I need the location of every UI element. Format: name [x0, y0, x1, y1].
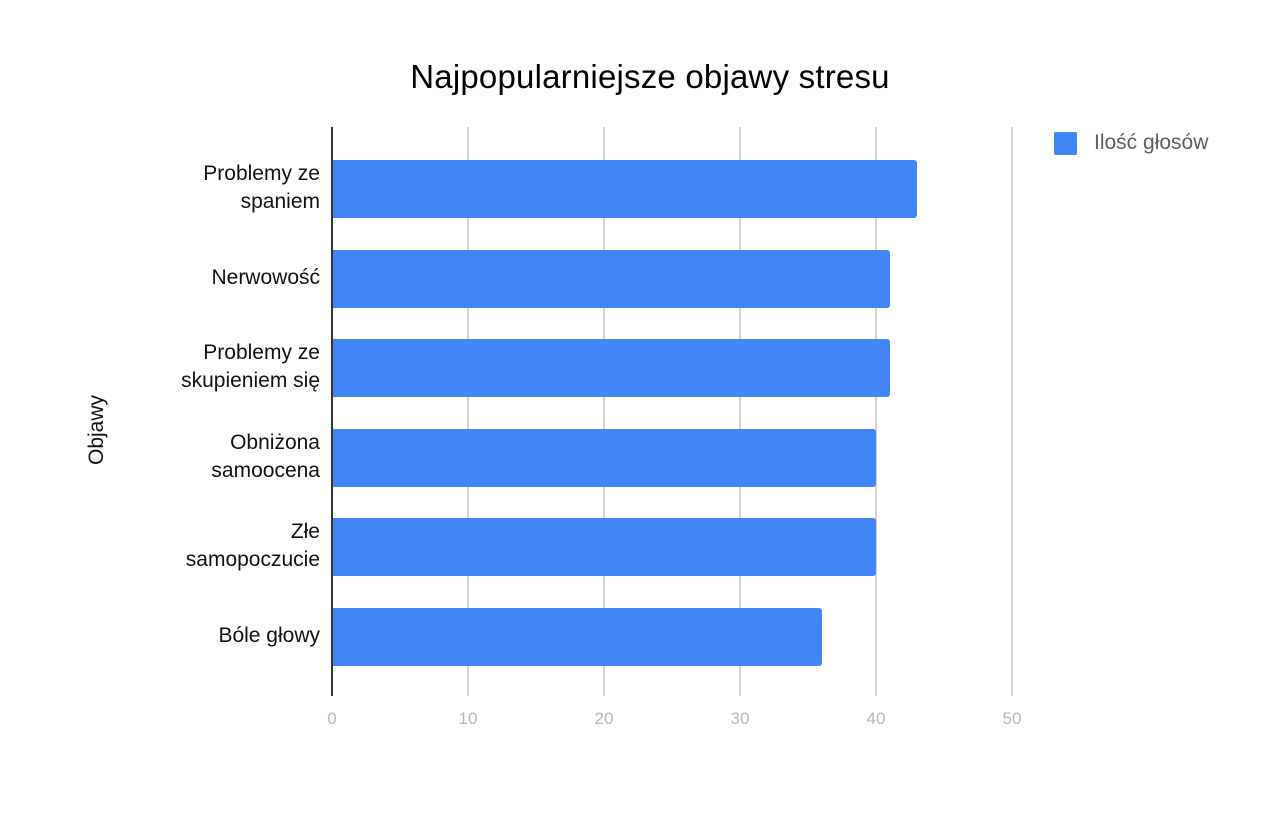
- x-tick-label: 50: [1002, 709, 1022, 728]
- gridline: [739, 127, 741, 696]
- legend-swatch-icon: [1054, 131, 1077, 155]
- gridline: [467, 127, 469, 696]
- y-tick-line: Bóle głowy: [218, 624, 320, 647]
- y-tick-label: Bóle głowy: [100, 622, 320, 650]
- x-tick-label: 20: [594, 709, 614, 728]
- y-tick-label: Obniżona samoocena: [100, 429, 320, 485]
- y-tick-line: skupieniem się: [181, 369, 320, 393]
- y-tick-label: Problemy ze skupieniem się: [100, 339, 320, 395]
- y-tick-line: Problemy ze: [203, 162, 320, 185]
- gridline: [603, 127, 605, 696]
- y-tick-line: Złe: [290, 520, 320, 544]
- gridline: [1011, 127, 1013, 696]
- x-tick-label: 40: [866, 709, 886, 728]
- y-tick-line: spaniem: [240, 190, 320, 213]
- y-tick-label: Nerwowość: [100, 264, 320, 292]
- y-tick-line: samopoczucie: [185, 548, 320, 572]
- bar[interactable]: [332, 518, 876, 577]
- y-tick-line: Problemy ze: [203, 341, 320, 365]
- gridline: [875, 127, 877, 696]
- legend: Ilość głosów: [1054, 131, 1208, 155]
- chart-title: Najpopularniejsze objawy stresu: [410, 58, 890, 95]
- y-tick-line: samoocena: [211, 458, 320, 482]
- bar[interactable]: [332, 339, 890, 398]
- legend-label: Ilość głosów: [1094, 131, 1209, 154]
- bar[interactable]: [332, 249, 890, 308]
- y-tick-line: Nerwowość: [211, 265, 320, 289]
- y-tick-label: Problemy ze spaniem: [100, 160, 320, 216]
- bar[interactable]: [332, 428, 876, 487]
- bar[interactable]: [332, 160, 917, 218]
- x-tick-label: 30: [730, 709, 750, 728]
- x-tick-label: 10: [458, 709, 478, 728]
- y-tick-line: Obniżona: [230, 430, 320, 454]
- x-tick-label: 0: [327, 709, 337, 728]
- y-tick-label: Złe samopoczucie: [100, 518, 320, 574]
- plot-area: [331, 127, 1013, 696]
- bar[interactable]: [332, 608, 822, 666]
- y-axis-line: [331, 127, 333, 696]
